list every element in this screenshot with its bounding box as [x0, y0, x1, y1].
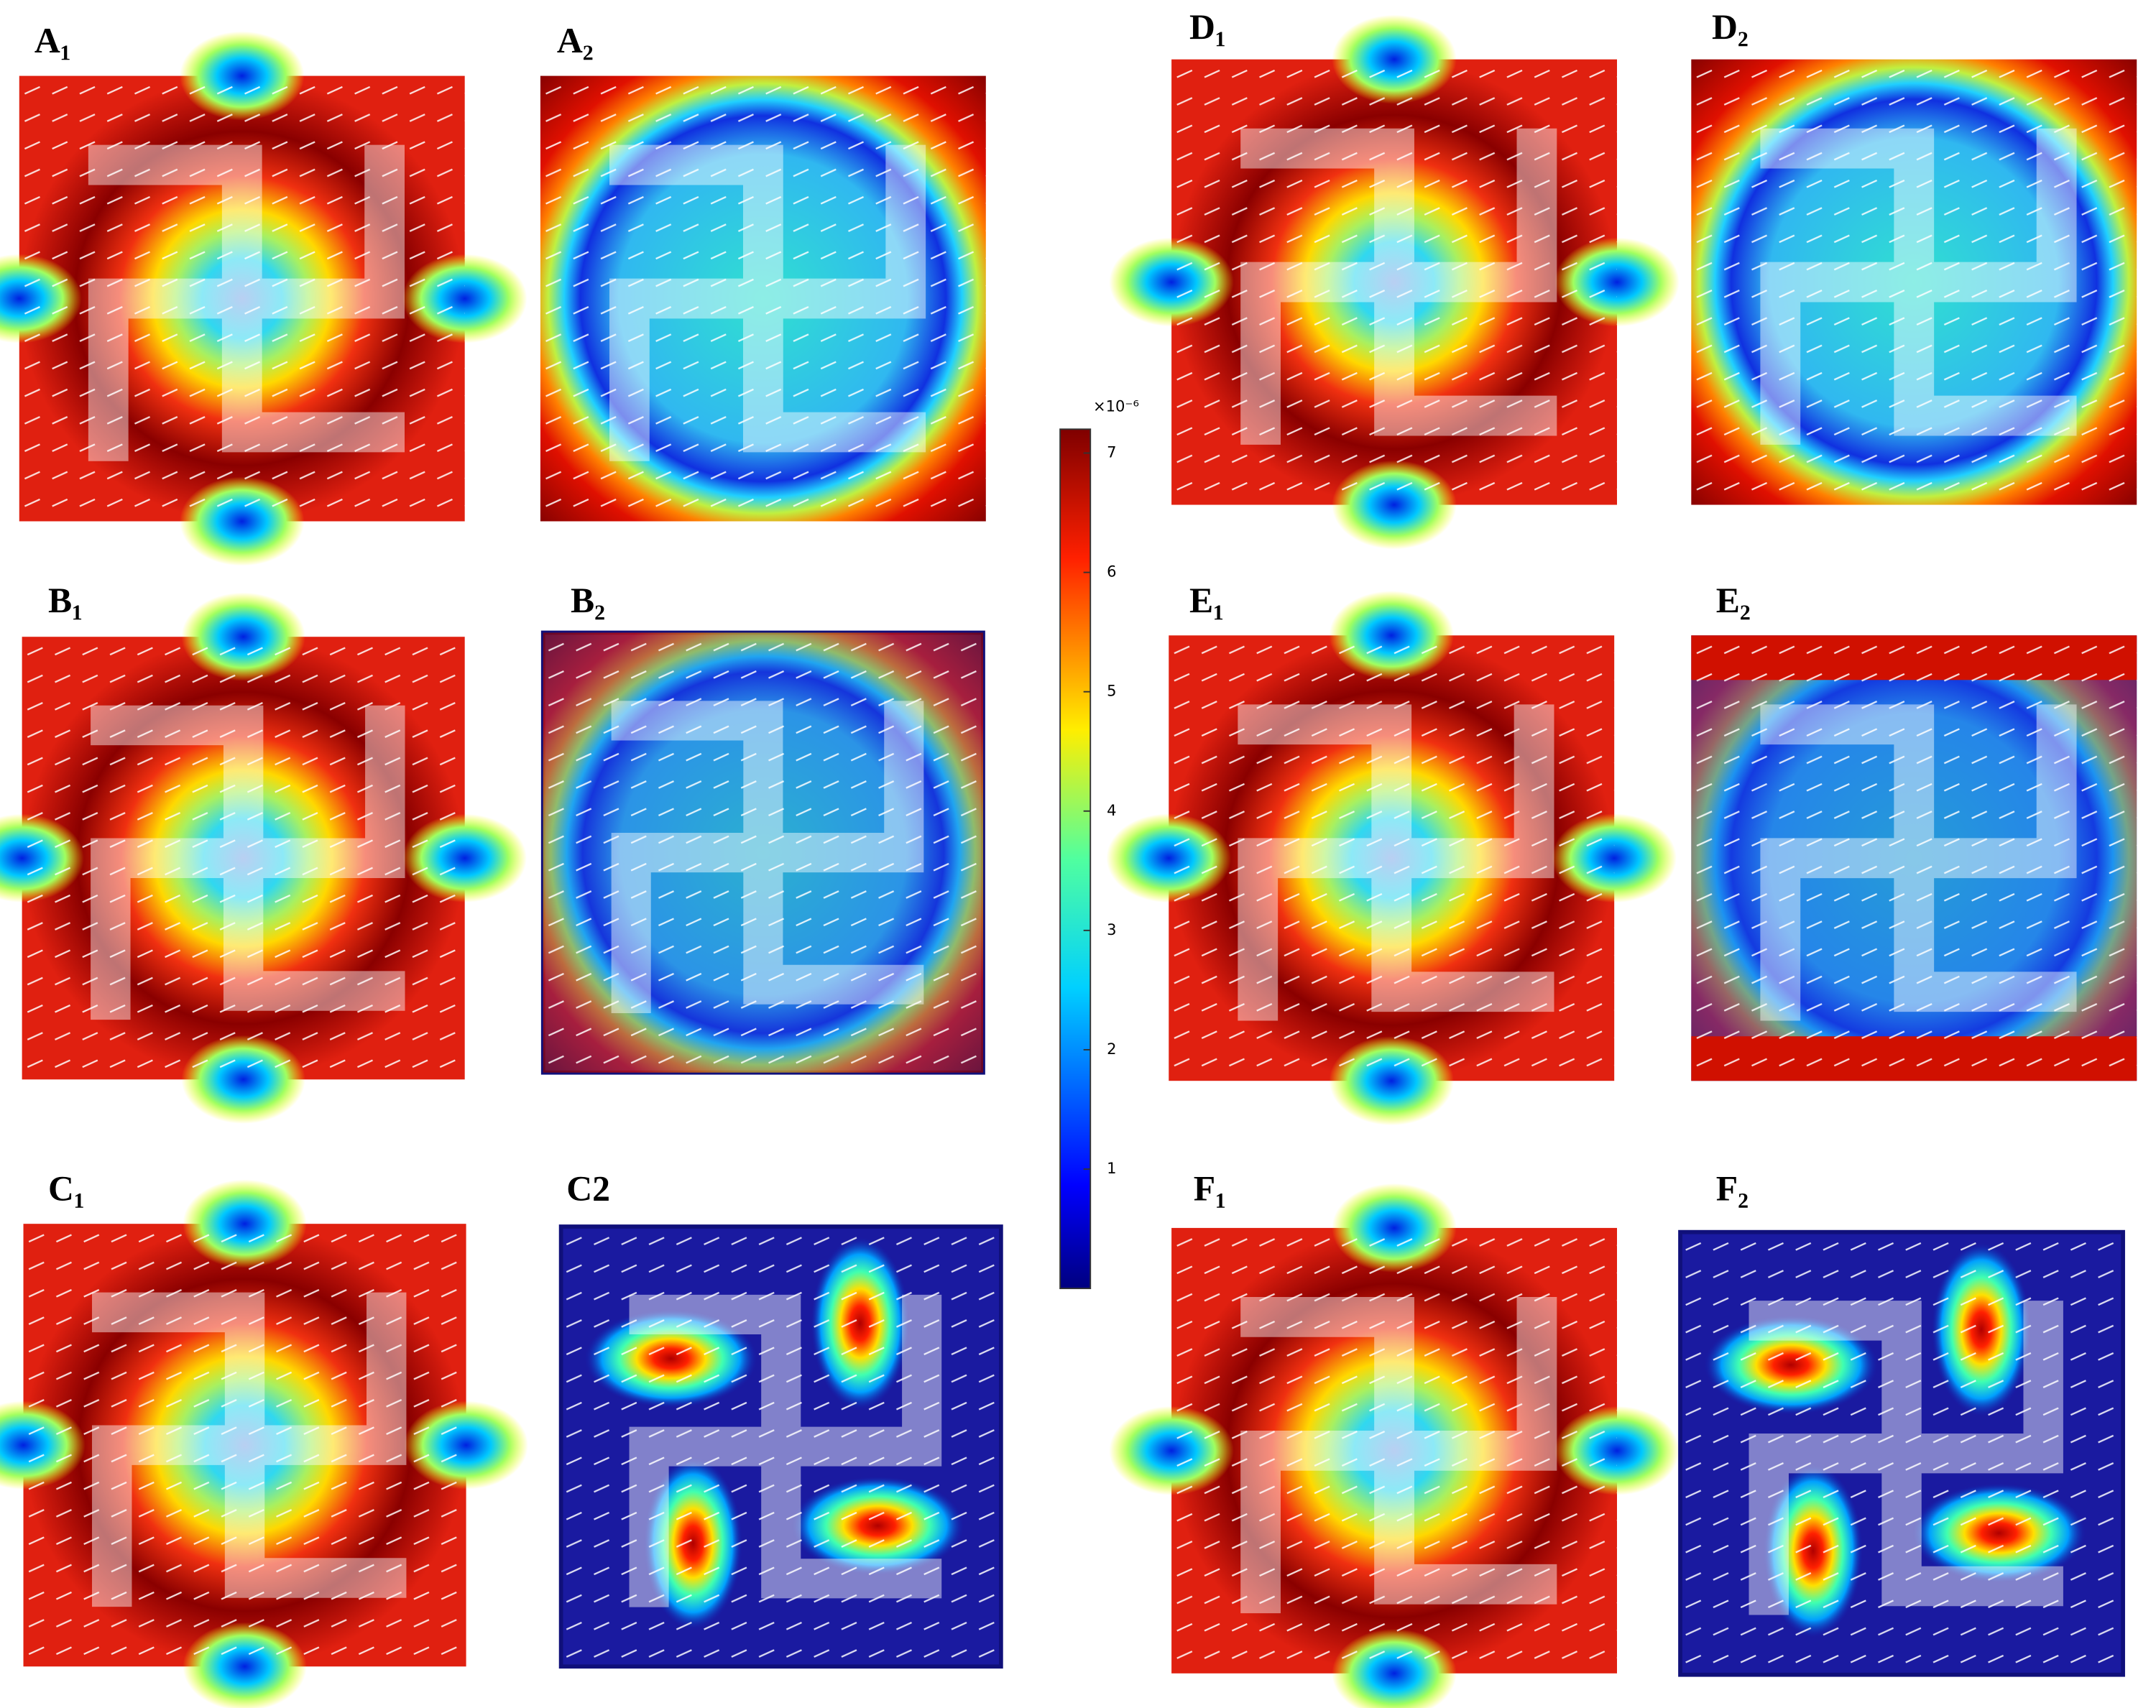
panel-label: A₂: [557, 21, 594, 60]
colorbar-tick-label: 6: [1107, 563, 1116, 581]
panel-label: C₁: [48, 1169, 85, 1209]
panel: [1106, 591, 1677, 1126]
structure: [88, 144, 405, 461]
structure: [1760, 128, 2077, 445]
field-arrows: [1171, 59, 1617, 505]
structure: [1240, 1296, 1557, 1614]
colorbar-tick-label: 2: [1107, 1040, 1116, 1058]
field-arrows: [1171, 1227, 1617, 1674]
structure: [91, 705, 405, 1020]
field-arrows: [19, 75, 465, 522]
panel: [1109, 1183, 1680, 1708]
panel-label: B₁: [48, 581, 83, 620]
panel: [540, 75, 986, 522]
colorbar-tick-label: 7: [1107, 443, 1116, 461]
colorbar-tick-label: 3: [1107, 920, 1116, 938]
panel-label: D₁: [1189, 7, 1226, 47]
panel: [558, 1224, 1003, 1669]
panel: [0, 31, 528, 566]
structure: [92, 1292, 407, 1607]
panel-label: F₂: [1716, 1169, 1749, 1209]
field-arrows: [23, 1224, 466, 1667]
field-arrows: [1691, 59, 2137, 505]
colorbar-tick-label: 1: [1107, 1159, 1116, 1177]
structure: [1749, 1301, 2063, 1615]
panel: [0, 592, 527, 1124]
structure: [1238, 704, 1554, 1021]
structure: [1760, 704, 2077, 1021]
field-arrows: [1169, 635, 1615, 1081]
panel-label: A₁: [34, 21, 71, 60]
panel: [1691, 59, 2137, 505]
structure: [609, 144, 926, 461]
panel-label: E₂: [1716, 581, 1751, 620]
field-arrows: [540, 75, 986, 522]
panel: [1109, 14, 1680, 550]
structure: [629, 1294, 942, 1607]
field-arrows: [543, 632, 983, 1073]
panel: [1691, 635, 2137, 1081]
panel-label: E₁: [1189, 581, 1224, 620]
panel-label: B₂: [571, 581, 605, 620]
panel: [1678, 1229, 2125, 1677]
field-arrows: [1680, 1232, 2124, 1675]
colorbar-tick-label: 5: [1107, 682, 1116, 700]
panel-label: F₁: [1194, 1169, 1226, 1209]
colorbar: [1059, 428, 1092, 1290]
structure: [1240, 128, 1557, 445]
colorbar-exponent: ×10⁻⁶: [1093, 397, 1139, 415]
colorbar-tick-label: 4: [1107, 801, 1116, 819]
panel-label: D₂: [1712, 7, 1749, 47]
panel: [0, 1179, 528, 1708]
field-arrows: [22, 637, 465, 1080]
field-arrows: [1691, 635, 2137, 1081]
structure: [611, 701, 924, 1014]
field-arrows: [561, 1226, 1001, 1667]
panel: [540, 630, 985, 1075]
panel-label: C2: [566, 1169, 610, 1209]
